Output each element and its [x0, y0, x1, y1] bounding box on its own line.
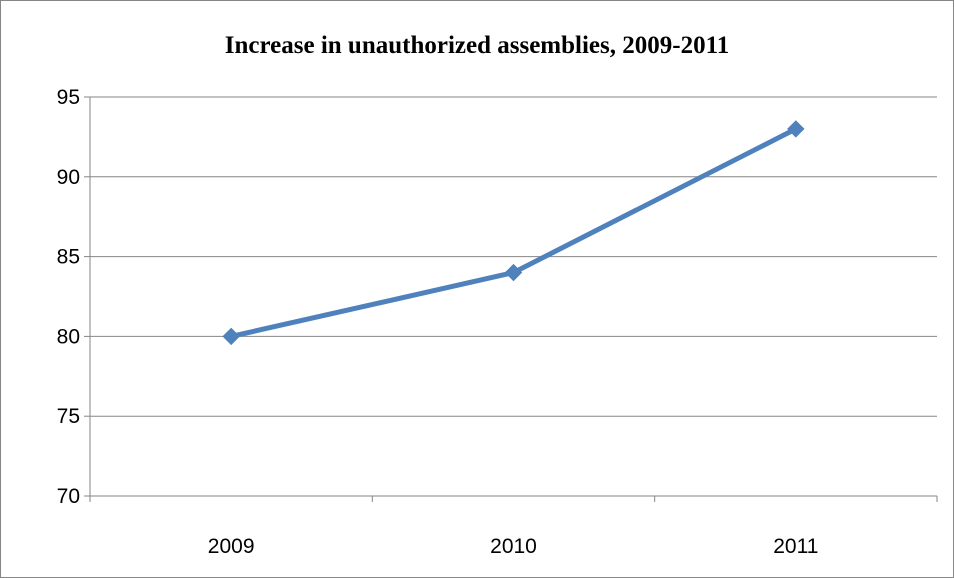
- y-tick-label: 95: [57, 86, 80, 109]
- x-tick-label: 2010: [490, 535, 537, 558]
- gridlines: [90, 96, 937, 417]
- y-tick-label: 80: [57, 325, 80, 348]
- y-tick-label: 90: [57, 166, 80, 189]
- axes: [84, 96, 938, 502]
- data-point-marker: [504, 263, 523, 282]
- series-line: [228, 126, 799, 339]
- x-tick-label: 2011: [773, 535, 818, 558]
- data-point-marker: [222, 327, 240, 346]
- y-tick-label: 75: [57, 405, 80, 428]
- x-tick-label: 2009: [208, 535, 255, 558]
- x-tick-labels: 2009 2010 2011: [208, 535, 819, 558]
- y-tick-label: 85: [57, 246, 80, 269]
- y-tick-labels: 70 75 80 85 90 95: [57, 86, 80, 508]
- y-tick-label: 70: [57, 485, 80, 508]
- data-point-marker: [787, 120, 805, 138]
- series: [222, 120, 805, 346]
- chart-title: Increase in unauthorized assemblies, 200…: [224, 32, 730, 59]
